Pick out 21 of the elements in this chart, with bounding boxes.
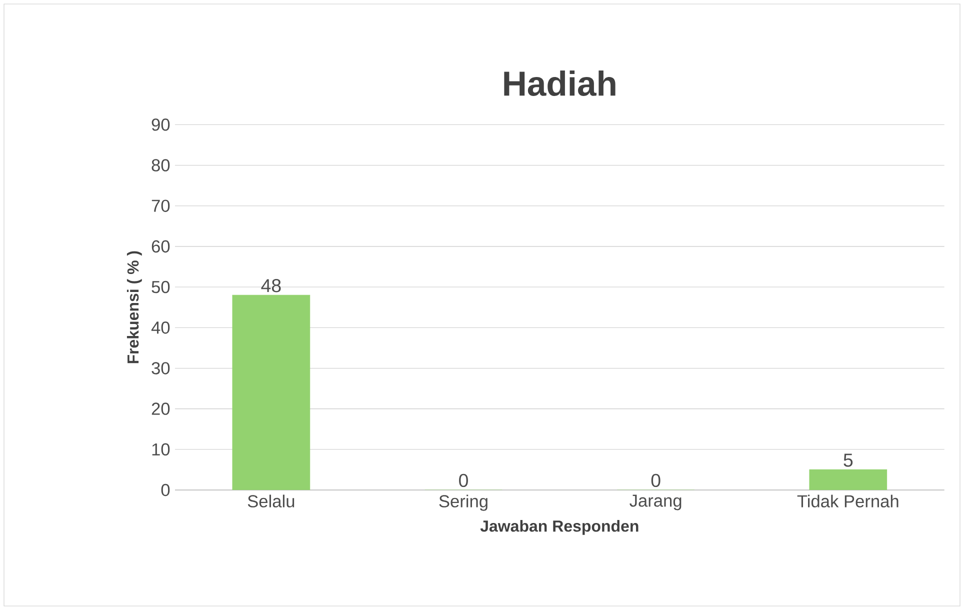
y-tick-label: 50 xyxy=(152,280,170,294)
y-tick-label: 70 xyxy=(152,200,170,212)
y-axis-title: Frekuensi ( % ) xyxy=(126,251,142,364)
y-tick-label: 40 xyxy=(151,321,170,334)
data-label: 48 xyxy=(261,278,281,292)
x-tick-label: Tidak Pernah xyxy=(797,494,898,508)
data-label: 0 xyxy=(459,474,468,488)
data-label: 0 xyxy=(651,474,660,488)
y-tick-label: 0 xyxy=(161,484,170,496)
y-tick-label: 10 xyxy=(152,443,170,456)
chart-title: Hadiah xyxy=(504,70,616,96)
y-tick-label: 20 xyxy=(152,402,170,415)
x-tick-label: Selalu xyxy=(248,494,294,508)
x-tick-label: Jarang xyxy=(630,494,682,510)
x-axis-title: Jawaban Responden xyxy=(480,520,638,535)
data-label: 5 xyxy=(844,454,853,467)
y-tick-label: 90 xyxy=(152,118,170,131)
y-tick-label: 30 xyxy=(152,362,170,374)
y-tick-label: 80 xyxy=(152,159,170,172)
x-tick-label: Sering xyxy=(439,494,488,511)
y-tick-label: 60 xyxy=(152,240,170,253)
